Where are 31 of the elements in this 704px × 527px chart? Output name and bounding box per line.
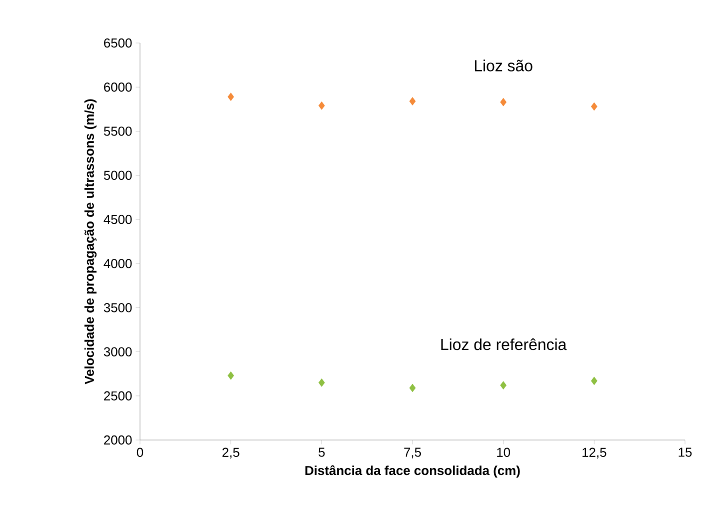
y-tick-label: 6000 [104,82,132,92]
text: Lioz de referência [441,338,567,350]
point [590,102,598,111]
point [318,378,325,387]
x-tick-label: 5 [318,448,325,457]
x-tick-label: 15 [678,448,692,457]
point [409,97,416,106]
y-tick-label: 3500 [104,303,132,312]
y-axis-title: Velocidade de propagação de ultrassons (m/s) [84,99,97,384]
y-tick-label: 3000 [104,347,132,356]
x-axis-title: Distância da face consolidada (cm) [305,465,520,478]
y-tick-label: 4000 [104,258,132,268]
point [500,381,507,390]
y-tick-label: 6500 [104,38,132,48]
point [318,101,325,110]
y-tick-label: 5500 [104,126,132,136]
x-tick-label: 12,5 [582,448,606,458]
y-tick-label: 2500 [104,391,132,400]
x-tick-label: 2,5 [222,448,240,458]
point [228,92,234,101]
y-tick-label: 4500 [104,214,132,224]
y-tick-label: 2000 [104,435,132,445]
x-tick-label: 0 [136,448,144,457]
point [590,376,598,386]
text: Lioz são [474,60,532,72]
point [409,384,416,392]
x-tick-label: 7,5 [404,448,421,458]
point [500,98,507,106]
x-tick-label: 10 [497,448,510,457]
point [228,371,234,380]
y-tick-label: 5000 [104,170,132,180]
